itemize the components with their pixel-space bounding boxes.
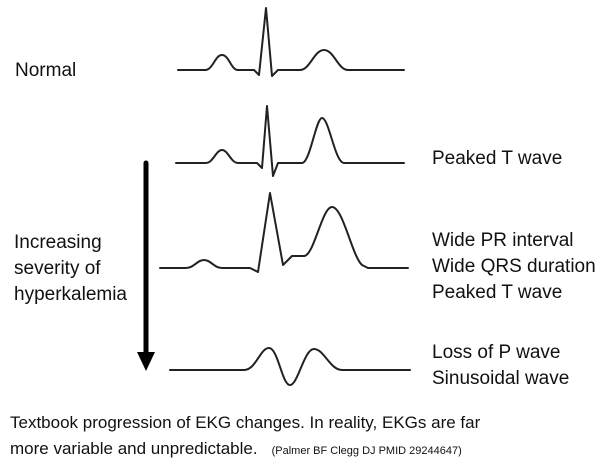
- label-sinusoidal: Loss of P wave Sinusoidal wave: [432, 340, 569, 392]
- caption-line-2: more variable and unpredictable. (Palmer …: [10, 436, 480, 464]
- trace-sinusoidal: [169, 347, 411, 386]
- label-wide-line: Wide QRS duration: [432, 256, 596, 277]
- trace-peaked-t: [175, 105, 405, 177]
- label-wide: Wide PR interval Wide QRS duration Peake…: [432, 228, 596, 306]
- caption-line-2-text: more variable and unpredictable.: [10, 439, 258, 458]
- figure-caption: Textbook progression of EKG changes. In …: [10, 410, 480, 464]
- trace-normal: [177, 7, 405, 77]
- arrow-label-line: severity of: [14, 258, 101, 279]
- arrow-label-line: Increasing: [14, 232, 102, 253]
- caption-line-1: Textbook progression of EKG changes. In …: [10, 413, 481, 432]
- label-wide-line: Peaked T wave: [432, 282, 563, 303]
- label-sinusoidal-line: Sinusoidal wave: [432, 368, 570, 389]
- label-sinusoidal-line: Loss of P wave: [432, 342, 561, 363]
- severity-arrow-head: [137, 352, 155, 371]
- caption-citation: (Palmer BF Clegg DJ PMID 29244647): [271, 445, 462, 457]
- arrow-label: Increasing severity of hyperkalemia: [14, 230, 127, 308]
- trace-wide: [159, 192, 409, 273]
- label-normal: Normal: [15, 60, 77, 81]
- label-wide-line: Wide PR interval: [432, 230, 574, 251]
- label-peaked-t: Peaked T wave: [432, 148, 563, 169]
- arrow-label-line: hyperkalemia: [14, 284, 127, 305]
